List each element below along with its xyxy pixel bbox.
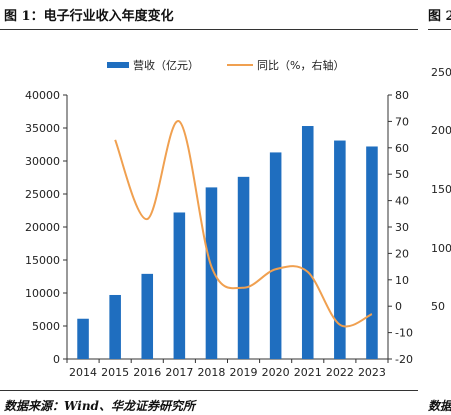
next-chart-ytick: 50: [431, 300, 445, 313]
y-tick-label: 10000: [25, 287, 60, 300]
next-title-rule: [428, 29, 451, 30]
source-note: 数据来源：Wind、华龙证券研究所: [4, 399, 195, 413]
y2-tick-label: 0: [395, 300, 402, 313]
y-tick-label: 40000: [25, 89, 60, 102]
line-series: [114, 120, 373, 328]
x-tick-label: 2018: [197, 366, 225, 379]
legend-bar-swatch: [107, 62, 129, 68]
y2-tick-label: 50: [395, 168, 409, 181]
y2-tick-label: 80: [395, 89, 409, 102]
x-tick-label: 2021: [294, 366, 322, 379]
x-tick-label: 2014: [69, 366, 97, 379]
tick-labels: 0 5000 10000 15000 20000 25000 30000 35000 40000…: [25, 89, 413, 379]
y-tick-label: 0: [53, 353, 60, 366]
title-rule: [0, 29, 418, 30]
revenue-bar: [109, 294, 121, 359]
revenue-bar: [237, 176, 250, 359]
legend-bar-label: 营收（亿元）: [133, 58, 199, 72]
next-chart-ytick: 100: [431, 242, 451, 255]
y2-tick-label: 30: [395, 221, 409, 234]
y-tick-label: 15000: [25, 254, 60, 267]
next-figure-title-fragment: 图 2: [428, 9, 451, 24]
revenue-bar: [77, 318, 89, 359]
chart-legend: 营收（亿元） 同比（%，右轴）: [107, 58, 344, 72]
yoy-growth-line: [114, 120, 373, 328]
y2-tick-label: -20: [395, 353, 413, 366]
source-rule: [0, 390, 418, 391]
revenue-bar: [141, 273, 154, 359]
x-tick-label: 2015: [101, 366, 129, 379]
revenue-chart: 营收（亿元） 同比（%，右轴） 0 5000 10000 15000 20000 2500…: [25, 58, 413, 379]
x-tick-label: 2019: [230, 366, 258, 379]
y2-tick-label: -10: [395, 327, 413, 340]
revenue-bar: [301, 126, 314, 360]
legend-line-label: 同比（%，右轴）: [257, 58, 344, 72]
y2-tick-label: 10: [395, 274, 409, 287]
y-tick-label: 30000: [25, 155, 60, 168]
x-tick-label: 2020: [262, 366, 290, 379]
next-chart-ytick: 250: [431, 66, 451, 79]
next-chart-ytick: 200: [431, 124, 451, 137]
y-tick-label: 5000: [32, 320, 60, 333]
revenue-bar: [269, 152, 282, 359]
revenue-bar: [173, 212, 186, 359]
next-source-fragment: 数据: [428, 399, 451, 413]
bar-series: [77, 126, 378, 360]
figure-title: 图 1：电子行业收入年度变化: [4, 9, 174, 24]
x-tick-label: 2017: [165, 366, 193, 379]
y2-tick-label: 70: [395, 115, 409, 128]
x-tick-label: 2022: [326, 366, 354, 379]
x-tick-label: 2016: [133, 366, 161, 379]
y-tick-label: 35000: [25, 122, 60, 135]
next-chart-ytick: 150: [431, 183, 451, 196]
y2-tick-label: 20: [395, 247, 409, 260]
revenue-bar: [334, 140, 346, 359]
y-tick-label: 20000: [25, 221, 60, 234]
revenue-bar: [366, 146, 378, 359]
y-tick-label: 25000: [25, 188, 60, 201]
y2-tick-label: 60: [395, 142, 409, 155]
y2-tick-label: 40: [395, 195, 409, 208]
revenue-bar: [205, 187, 218, 359]
x-tick-label: 2023: [358, 366, 386, 379]
